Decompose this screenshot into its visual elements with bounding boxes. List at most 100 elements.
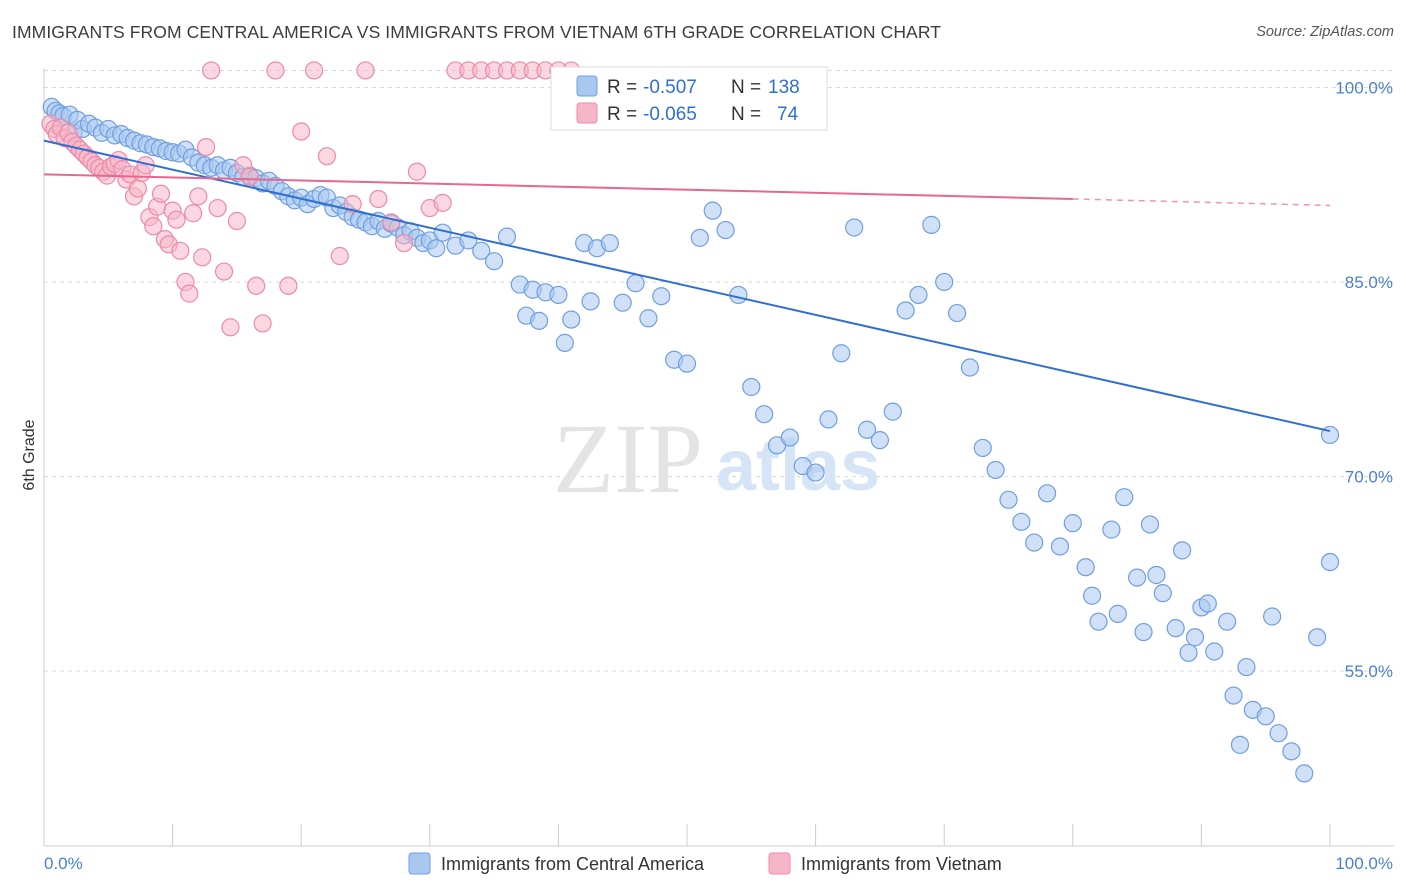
vietnam-point	[180, 284, 199, 303]
y-tick-label: 100.0%	[1335, 78, 1393, 97]
central-america-point	[729, 285, 748, 305]
central-america-point	[1198, 594, 1217, 613]
central-america-point	[1050, 537, 1070, 556]
central-america-point	[497, 227, 517, 246]
stats-r-value-blue: -0.507	[643, 77, 697, 98]
central-america-point	[845, 218, 864, 237]
central-america-point	[819, 410, 838, 429]
y-tick-label: 85.0%	[1345, 273, 1393, 292]
central-america-point	[1320, 552, 1340, 572]
central-america-point	[883, 402, 902, 421]
central-america-point	[1082, 586, 1102, 605]
vietnam-point	[189, 187, 208, 206]
stats-r-label-blue: R =	[607, 77, 637, 98]
vietnam-point	[330, 246, 349, 266]
central-america-point	[1179, 643, 1198, 662]
central-america-point	[1108, 604, 1127, 623]
vietnam-trend-extension	[1072, 198, 1331, 207]
central-america-point	[1205, 642, 1224, 661]
central-america-point	[1230, 735, 1250, 754]
central-america-point	[742, 377, 761, 397]
central-america-point	[1147, 565, 1166, 585]
central-america-point	[530, 311, 549, 330]
central-america-point	[1263, 607, 1282, 626]
central-america-point	[1166, 619, 1185, 638]
stats-box: R = -0.507 N = 138 R = -0.065 N = 74	[550, 66, 828, 131]
chart-source: Source: ZipAtlas.com	[1256, 24, 1394, 40]
central-america-point	[716, 220, 735, 240]
vietnam-point	[394, 233, 414, 253]
x-tick-label: 100.0%	[1335, 854, 1393, 873]
central-america-point	[1269, 724, 1288, 743]
vietnam-point	[247, 276, 266, 295]
stats-n-label-pink: N =	[731, 104, 761, 125]
axes-layer	[43, 68, 1394, 847]
vietnam-point	[208, 198, 227, 218]
vietnam-point	[227, 211, 246, 231]
trend-layer	[43, 139, 1331, 433]
central-america-point	[896, 301, 915, 320]
central-america-point	[755, 405, 774, 424]
central-america-point	[613, 293, 632, 312]
stats-r-label-pink: R =	[607, 104, 637, 125]
vietnam-point	[214, 262, 234, 281]
central-america-point	[639, 309, 658, 328]
points-layer	[41, 61, 1340, 783]
stats-n-label-blue: N =	[731, 77, 761, 98]
central-america-point	[555, 333, 574, 352]
stats-swatch-pink	[576, 102, 598, 124]
central-america-point	[960, 358, 980, 377]
central-america-point	[1295, 764, 1314, 783]
vietnam-point	[144, 217, 163, 236]
vietnam-point	[369, 189, 388, 209]
vietnam-point	[151, 184, 171, 203]
central-america-point	[1237, 657, 1256, 677]
central-america-point	[857, 420, 877, 439]
vietnam-point	[304, 61, 324, 80]
central-america-point	[1308, 628, 1327, 647]
vietnam-point	[317, 147, 337, 166]
central-america-point	[427, 239, 446, 258]
central-america-point	[600, 233, 619, 253]
central-america-point	[1012, 512, 1031, 531]
central-america-point	[1282, 742, 1301, 761]
stats-n-value-pink: 74	[777, 104, 799, 125]
central-america-point	[1256, 707, 1275, 726]
legend-label-vietnam: Immigrants from Vietnam	[801, 854, 1002, 874]
vietnam-point	[356, 61, 375, 80]
central-america-point	[947, 303, 967, 323]
central-america-point	[1102, 520, 1121, 539]
central-america-point	[1037, 484, 1057, 503]
vietnam-point	[433, 193, 452, 212]
vietnam-point	[184, 204, 203, 223]
vietnam-point	[253, 314, 272, 333]
central-america-point	[1134, 622, 1153, 642]
central-america-point	[562, 310, 581, 329]
watermark-zip: ZIP	[553, 403, 703, 514]
vietnam-point	[279, 276, 298, 295]
y-tick-label: 70.0%	[1345, 467, 1393, 486]
central-america-point	[986, 460, 1005, 480]
central-america-point	[626, 274, 645, 293]
vietnam-point	[202, 61, 221, 80]
central-america-point	[472, 241, 491, 260]
central-america-point	[806, 463, 825, 482]
central-america-point	[1127, 568, 1147, 587]
vietnam-point	[292, 122, 311, 141]
central-america-point	[1173, 541, 1192, 560]
central-america-point	[1218, 612, 1237, 631]
central-america-point	[1153, 584, 1172, 603]
vietnam-point	[196, 137, 216, 157]
central-america-point	[1140, 515, 1160, 534]
central-america-point	[677, 354, 697, 373]
vietnam-point	[382, 213, 401, 232]
central-america-point	[581, 292, 600, 311]
vietnam-point	[240, 167, 259, 187]
central-america-point	[1025, 533, 1044, 552]
vietnam-point	[407, 162, 427, 181]
central-america-point	[780, 428, 799, 447]
central-america-point	[1063, 514, 1082, 533]
legend-label-central-america: Immigrants from Central America	[441, 854, 705, 874]
vietnam-trend-line	[43, 173, 1073, 200]
